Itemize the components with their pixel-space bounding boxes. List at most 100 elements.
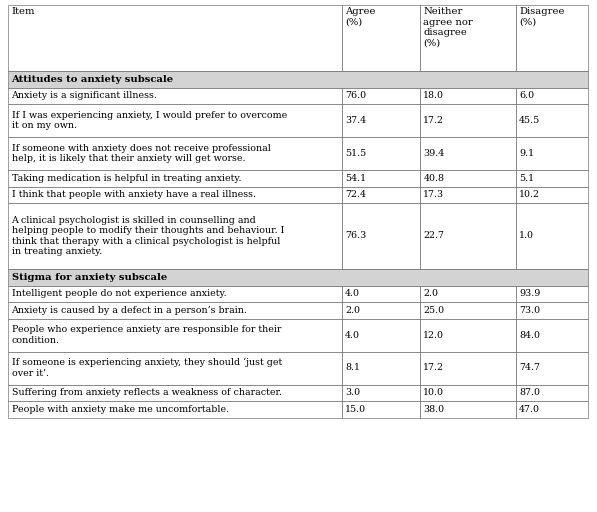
Bar	[515, 5, 588, 71]
Bar	[8, 352, 341, 385]
Text: 76.3: 76.3	[345, 231, 366, 241]
Text: Disagree
(%): Disagree (%)	[519, 8, 565, 27]
Bar	[420, 385, 515, 401]
Bar	[515, 302, 588, 318]
Bar	[341, 186, 420, 203]
Bar	[341, 385, 420, 401]
Text: Intelligent people do not experience anxiety.: Intelligent people do not experience anx…	[11, 289, 226, 298]
Bar	[420, 286, 515, 302]
Text: 51.5: 51.5	[345, 149, 366, 158]
Bar	[515, 286, 588, 302]
Text: 12.0: 12.0	[423, 331, 444, 339]
Text: Suffering from anxiety reflects a weakness of character.: Suffering from anxiety reflects a weakne…	[11, 388, 282, 397]
Bar	[420, 302, 515, 318]
Bar	[420, 318, 515, 352]
Bar	[8, 170, 341, 186]
Text: 39.4: 39.4	[423, 149, 445, 158]
Text: Anxiety is a significant illness.: Anxiety is a significant illness.	[11, 91, 158, 100]
Text: 10.0: 10.0	[423, 388, 444, 397]
Text: 45.5: 45.5	[519, 116, 540, 125]
Text: 8.1: 8.1	[345, 364, 360, 373]
Bar	[420, 104, 515, 137]
Bar	[420, 170, 515, 186]
Text: 87.0: 87.0	[519, 388, 540, 397]
Bar	[8, 5, 341, 71]
Bar	[341, 88, 420, 104]
Text: A clinical psychologist is skilled in counselling and
helping people to modify t: A clinical psychologist is skilled in co…	[11, 216, 284, 256]
Text: 15.0: 15.0	[345, 405, 366, 414]
Text: 74.7: 74.7	[519, 364, 540, 373]
Text: Item: Item	[11, 8, 35, 16]
Text: If someone with anxiety does not receive professional
help, it is likely that th: If someone with anxiety does not receive…	[11, 144, 270, 163]
Bar	[420, 5, 515, 71]
Bar	[420, 88, 515, 104]
Bar	[515, 137, 588, 170]
Text: People who experience anxiety are responsible for their
condition.: People who experience anxiety are respon…	[11, 325, 281, 345]
Bar	[341, 203, 420, 269]
Bar	[515, 170, 588, 186]
Bar	[8, 302, 341, 318]
Bar	[8, 269, 588, 286]
Bar	[515, 104, 588, 137]
Bar	[8, 88, 341, 104]
Text: Attitudes to anxiety subscale: Attitudes to anxiety subscale	[11, 75, 174, 84]
Bar	[341, 352, 420, 385]
Bar	[515, 88, 588, 104]
Bar	[8, 385, 341, 401]
Text: 17.2: 17.2	[423, 364, 444, 373]
Bar	[8, 401, 341, 417]
Bar	[515, 186, 588, 203]
Bar	[341, 302, 420, 318]
Text: Anxiety is caused by a defect in a person’s brain.: Anxiety is caused by a defect in a perso…	[11, 306, 247, 315]
Bar	[8, 104, 341, 137]
Text: 93.9: 93.9	[519, 289, 540, 298]
Text: 18.0: 18.0	[423, 91, 444, 100]
Text: Stigma for anxiety subscale: Stigma for anxiety subscale	[11, 273, 167, 282]
Text: 17.2: 17.2	[423, 116, 444, 125]
Bar	[341, 104, 420, 137]
Text: 17.3: 17.3	[423, 190, 444, 199]
Bar	[341, 318, 420, 352]
Text: 9.1: 9.1	[519, 149, 534, 158]
Bar	[515, 385, 588, 401]
Text: 4.0: 4.0	[345, 331, 360, 339]
Text: 2.0: 2.0	[423, 289, 438, 298]
Text: 54.1: 54.1	[345, 174, 366, 183]
Text: 2.0: 2.0	[345, 306, 360, 315]
Text: 76.0: 76.0	[345, 91, 366, 100]
Bar	[8, 318, 341, 352]
Text: 40.8: 40.8	[423, 174, 444, 183]
Text: 72.4: 72.4	[345, 190, 366, 199]
Bar	[341, 5, 420, 71]
Text: 10.2: 10.2	[519, 190, 540, 199]
Text: Agree
(%): Agree (%)	[345, 8, 376, 27]
Text: 84.0: 84.0	[519, 331, 540, 339]
Bar	[341, 401, 420, 417]
Bar	[515, 203, 588, 269]
Bar	[420, 401, 515, 417]
Bar	[341, 286, 420, 302]
Text: 3.0: 3.0	[345, 388, 360, 397]
Bar	[8, 71, 588, 88]
Text: 6.0: 6.0	[519, 91, 534, 100]
Bar	[515, 352, 588, 385]
Text: 25.0: 25.0	[423, 306, 444, 315]
Bar	[8, 186, 341, 203]
Bar	[8, 286, 341, 302]
Bar	[420, 352, 515, 385]
Text: Taking medication is helpful in treating anxiety.: Taking medication is helpful in treating…	[11, 174, 241, 183]
Bar	[420, 186, 515, 203]
Text: 5.1: 5.1	[519, 174, 534, 183]
Text: Neither
agree nor
disagree
(%): Neither agree nor disagree (%)	[423, 8, 473, 48]
Text: 47.0: 47.0	[519, 405, 540, 414]
Text: If I was experiencing anxiety, I would prefer to overcome
it on my own.: If I was experiencing anxiety, I would p…	[11, 111, 287, 130]
Text: 37.4: 37.4	[345, 116, 366, 125]
Bar	[8, 203, 341, 269]
Text: 73.0: 73.0	[519, 306, 540, 315]
Text: If someone is experiencing anxiety, they should ‘just get
over it’.: If someone is experiencing anxiety, they…	[11, 358, 282, 378]
Text: 38.0: 38.0	[423, 405, 444, 414]
Bar	[515, 401, 588, 417]
Text: 4.0: 4.0	[345, 289, 360, 298]
Bar	[515, 318, 588, 352]
Text: 1.0: 1.0	[519, 231, 534, 241]
